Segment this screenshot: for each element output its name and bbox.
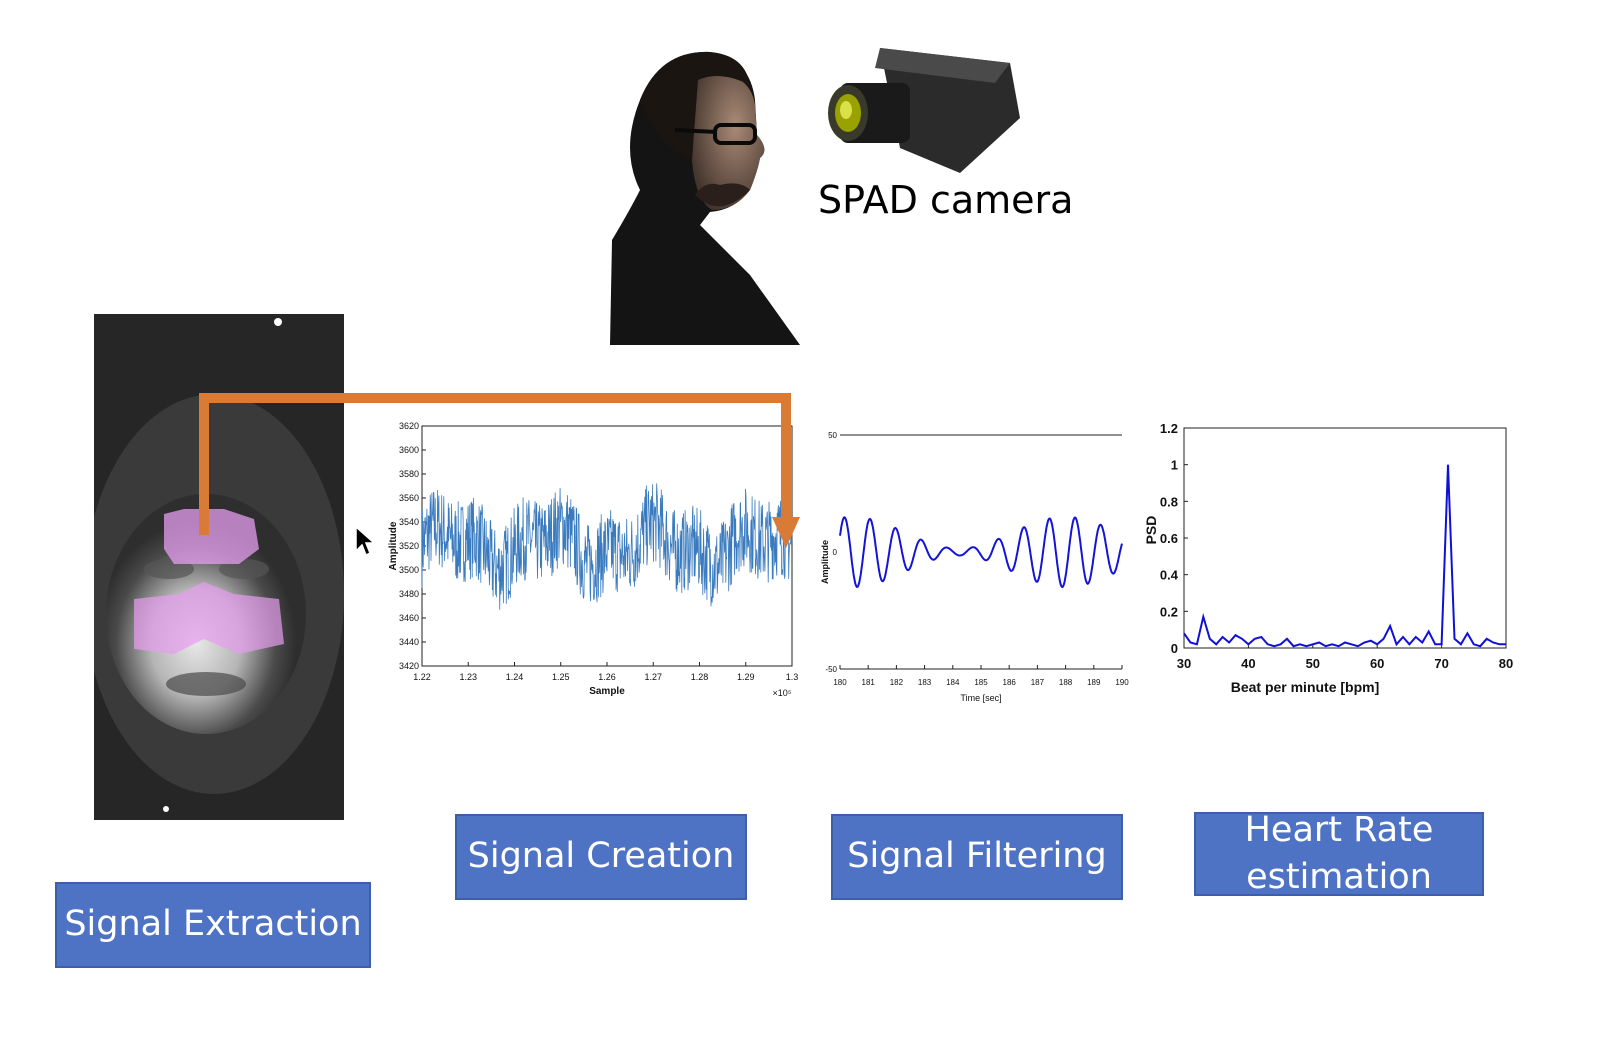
x-tick-label: 1.22: [413, 672, 431, 682]
x-tick-label: 1.23: [459, 672, 477, 682]
y-tick-label: 3540: [399, 517, 419, 527]
roi-forehead: [164, 509, 259, 564]
y-axis-label: Amplitude: [820, 540, 830, 584]
x-axis-label: Beat per minute [bpm]: [1231, 679, 1380, 695]
x-tick-label: 1.24: [506, 672, 524, 682]
y-tick-label: 0.2: [1160, 604, 1178, 619]
x-tick-label: 190: [1115, 678, 1129, 687]
x-tick-label: 1.3: [786, 672, 799, 682]
y-tick-label: 0.8: [1160, 494, 1178, 509]
arrow-head-icon: [772, 517, 800, 548]
y-axis-label: Amplitude: [388, 521, 399, 570]
x-tick-label: 1.28: [691, 672, 709, 682]
raw-signal-chart: 3620 3600 3580 3560 3540 3520 3500 3480 3460 3440…: [388, 421, 799, 698]
y-tick-label: 50: [828, 431, 837, 440]
roi-cheeks: [134, 582, 284, 654]
x-axis-label: Sample: [589, 686, 625, 697]
heart-rate-estimation-label: Heart Rate estimation: [1244, 809, 1434, 897]
spad-camera-icon: [828, 48, 1020, 173]
x-tick-label: 183: [918, 678, 932, 687]
flow-arrow: [199, 393, 800, 548]
y-tick-label: 3460: [399, 613, 419, 623]
y-tick-label: 0: [833, 548, 838, 557]
x-tick-label: 40: [1241, 656, 1255, 671]
x-tick-label: 186: [1003, 678, 1017, 687]
x-tick-label: 1.26: [598, 672, 616, 682]
signal-filtering-label: Signal Filtering: [847, 836, 1107, 877]
filtered-signal-chart: 50 0 -50 180 181 182 183 184 185 186 187 188 189 190 T…: [820, 431, 1129, 703]
signal-extraction-box: Signal Extraction: [55, 882, 371, 968]
x-tick-label: 187: [1031, 678, 1045, 687]
raw-signal-series: [421, 483, 793, 610]
y-tick-label: 1: [1171, 458, 1178, 473]
x-tick-label: 189: [1087, 678, 1101, 687]
signal-extraction-label: Signal Extraction: [64, 904, 362, 945]
y-tick-label: 3600: [399, 445, 419, 455]
signal-creation-label: Signal Creation: [467, 836, 735, 877]
psd-chart: 1.2 1 0.8 0.6 0.4 0.2 030 40 50 60 70 80 Beat per mi…: [1143, 421, 1513, 695]
x-tick-label: 80: [1499, 656, 1513, 671]
x-tick-label: 182: [890, 678, 904, 687]
x-tick-label: 185: [974, 678, 988, 687]
y-tick-label: 0: [1171, 641, 1178, 656]
x-tick-label: 1.27: [644, 672, 662, 682]
cursor-icon: [355, 525, 376, 557]
x-axis-label: Time [sec]: [960, 693, 1001, 703]
x-tick-label: 184: [946, 678, 960, 687]
y-tick-label: 3440: [399, 637, 419, 647]
x-tick-label: 30: [1177, 656, 1191, 671]
x-tick-label: 60: [1370, 656, 1384, 671]
y-tick-label: 3480: [399, 589, 419, 599]
plot-frame: [1183, 427, 1507, 649]
x-tick-label: 181: [862, 678, 876, 687]
y-tick-label: 3420: [399, 661, 419, 671]
filtered-signal-series: [839, 516, 1123, 589]
y-tick-label: 3620: [399, 421, 419, 431]
x-multiplier: ×10⁵: [773, 688, 792, 698]
signal-creation-box: Signal Creation: [455, 814, 747, 900]
y-tick-label: 3520: [399, 541, 419, 551]
y-tick-label: 0.6: [1160, 531, 1178, 546]
y-tick-label: -50: [825, 665, 837, 674]
heart-rate-estimation-box: Heart Rate estimation: [1194, 810, 1484, 897]
x-tick-label: 1.29: [737, 672, 755, 682]
y-axis-label: PSD: [1143, 516, 1159, 545]
psd-series: [1183, 464, 1506, 648]
camera-label: SPAD camera: [818, 178, 1074, 222]
y-tick-label: 3560: [399, 493, 419, 503]
signal-filtering-box: Signal Filtering: [831, 814, 1123, 900]
x-tick-label: 50: [1306, 656, 1320, 671]
x-tick-label: 1.25: [552, 672, 570, 682]
x-tick-label: 180: [833, 678, 847, 687]
x-tick-label: 188: [1059, 678, 1073, 687]
y-tick-label: 1.2: [1160, 421, 1178, 436]
y-tick-label: 3580: [399, 469, 419, 479]
x-tick-label: 70: [1434, 656, 1448, 671]
y-tick-label: 3500: [399, 565, 419, 575]
subject-photo: [610, 51, 800, 346]
y-tick-label: 0.4: [1160, 568, 1179, 583]
